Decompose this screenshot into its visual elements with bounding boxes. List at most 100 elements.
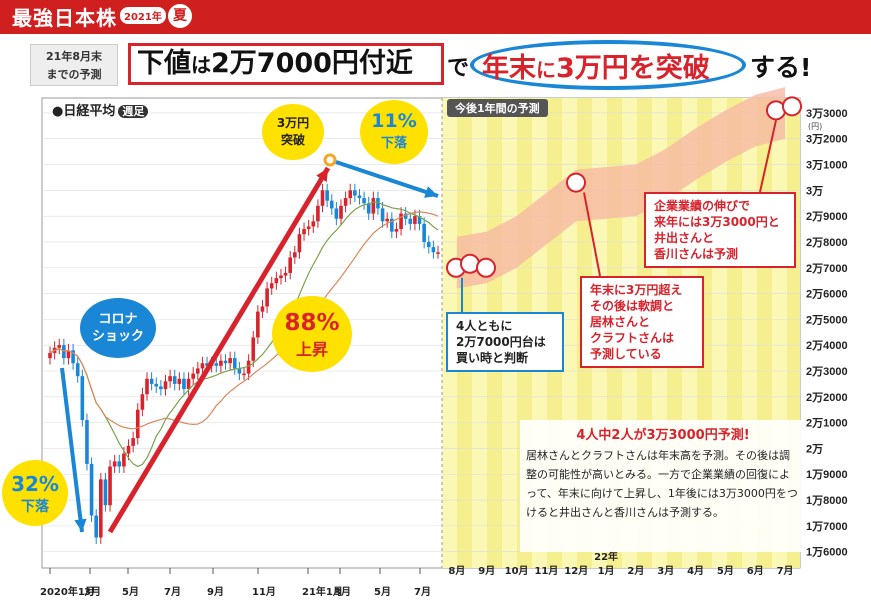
- y-tick-label: 2万4000: [806, 339, 848, 352]
- corona-shock-bubble: コロナ ショック: [80, 298, 156, 358]
- callout-four-line-2: 2万7000円台は: [456, 335, 546, 349]
- candle: [279, 275, 283, 279]
- x-tick-label: 9月: [478, 565, 495, 577]
- candle: [311, 221, 316, 227]
- candle: [274, 278, 279, 284]
- candle: [223, 360, 228, 364]
- x-tick-label: 1月: [598, 565, 615, 577]
- x-tick-label: 7月: [414, 586, 431, 598]
- candle: [135, 409, 140, 439]
- candle: [403, 213, 408, 219]
- y-tick-label: 1万7000: [806, 520, 848, 533]
- candle: [177, 378, 182, 384]
- drop-arrow: [60, 367, 84, 533]
- y-tick-label: 2万8000: [806, 236, 848, 249]
- break-line-1: 3万円: [276, 116, 310, 130]
- forecast-tab: 今後1年間の予測: [447, 99, 548, 117]
- candle: [288, 257, 292, 273]
- candle: [325, 190, 329, 201]
- drop11-bubble: 11% 下落: [360, 100, 428, 164]
- rise88-text: 上昇: [295, 340, 328, 359]
- candle: [422, 223, 426, 242]
- candle: [362, 198, 366, 204]
- candle: [390, 218, 394, 232]
- analyst-avatar: [782, 96, 802, 117]
- drop32-text: 下落: [21, 499, 49, 515]
- candle: [426, 241, 431, 248]
- year-badge: 2021年: [120, 7, 166, 24]
- candle: [163, 381, 168, 390]
- callout-year-end: 年末に3万円超え その後は軟調と 居林さんと クラフトさんは 予測している: [580, 276, 704, 368]
- candle: [394, 229, 399, 232]
- x-tick-label: 11月: [252, 586, 276, 598]
- moving-average-line: [49, 201, 439, 468]
- x-tick-label: 4月: [687, 565, 704, 577]
- candle: [75, 363, 80, 377]
- x-tick-year: 22年: [594, 550, 618, 563]
- candle: [413, 216, 417, 224]
- candle: [214, 363, 219, 366]
- candle: [297, 234, 302, 253]
- candle: [251, 337, 256, 361]
- candle: [112, 461, 117, 467]
- y-tick-label: 3万1000: [806, 159, 848, 172]
- forecast-band: [456, 87, 786, 289]
- candle: [80, 376, 85, 421]
- candle: [256, 311, 260, 338]
- candle: [71, 350, 75, 364]
- period-line-1: 21年8月末: [46, 50, 102, 63]
- rise-arrow-head: [316, 168, 328, 182]
- candle: [94, 515, 98, 538]
- y-tick-label: 3万: [806, 184, 823, 197]
- candle: [316, 205, 320, 222]
- candle: [117, 461, 122, 467]
- y-tick-label: 2万5000: [806, 313, 848, 326]
- drop11-text: 下落: [380, 136, 407, 151]
- x-tick-label: 5月: [717, 565, 734, 577]
- candle: [399, 213, 403, 230]
- rise-arrow: [107, 166, 331, 534]
- candle: [306, 226, 311, 230]
- chart-title: ●日経平均 週足: [52, 100, 149, 119]
- headline-left-b: は: [191, 53, 211, 77]
- y-tick-label: 2万9000: [806, 210, 848, 223]
- candle: [431, 247, 436, 253]
- headline-right: 年末に3万円を突破: [482, 46, 710, 85]
- callout-four-people: 4人ともに 2万7000円台は 買い時と判断: [446, 312, 564, 372]
- candle: [269, 283, 274, 289]
- y-unit-label: (円): [808, 122, 822, 131]
- callout-yearend-line-5: 予測している: [590, 347, 662, 361]
- callout-yearend-line-4: クラフトさんは: [590, 331, 675, 345]
- x-tick-label: 11月: [534, 565, 558, 577]
- y-tick-label: 2万3000: [806, 365, 848, 378]
- drop11-arrow-head: [424, 186, 438, 198]
- candle: [320, 190, 325, 206]
- drop32-pct: 32%: [11, 472, 59, 496]
- headline-connector: で: [447, 56, 470, 81]
- candle: [353, 190, 357, 196]
- callout-four-line-3: 買い時と判断: [456, 351, 529, 365]
- y-tick-label: 1万8000: [806, 494, 848, 507]
- x-tick-label: 5月: [374, 586, 391, 598]
- candle: [131, 438, 135, 446]
- x-tick-label: 2月: [627, 565, 644, 577]
- chart-subtitle-tag: 週足: [118, 105, 149, 118]
- y-tick-label: 1万9000: [806, 468, 848, 481]
- x-tick-label: 10月: [505, 565, 529, 577]
- candle: [260, 306, 265, 312]
- summary-box: 4人中2人が3万3000円予測! 居林さんとクラフトさんは年末高を予測。その後は…: [520, 420, 806, 552]
- candle: [219, 360, 223, 366]
- candle: [159, 386, 163, 390]
- candle: [149, 378, 154, 384]
- candle: [436, 252, 440, 254]
- rise88-pct: 88%: [284, 310, 340, 336]
- x-tick-label: 12月: [564, 565, 588, 577]
- forecast-band-shape: [456, 87, 786, 289]
- candle: [145, 378, 149, 395]
- candle: [228, 358, 232, 364]
- candle: [408, 218, 413, 224]
- x-tick-label: 7月: [164, 586, 181, 598]
- candle: [186, 378, 191, 390]
- y-tick-label: 2万6000: [806, 288, 848, 301]
